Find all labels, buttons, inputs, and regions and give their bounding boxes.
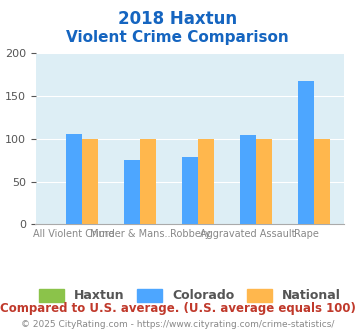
Bar (124, 160, 140, 224)
Text: 2018 Haxtun: 2018 Haxtun (118, 10, 237, 28)
Bar (198, 139, 214, 224)
Bar (82, 139, 98, 224)
Bar (314, 139, 330, 224)
Text: Violent Crime Comparison: Violent Crime Comparison (66, 30, 289, 45)
Bar (66, 134, 82, 224)
Text: © 2025 CityRating.com - https://www.cityrating.com/crime-statistics/: © 2025 CityRating.com - https://www.city… (21, 320, 334, 329)
Bar (256, 139, 272, 224)
Bar (240, 135, 256, 224)
Bar (298, 81, 314, 224)
Bar (140, 139, 156, 224)
Legend: Haxtun, Colorado, National: Haxtun, Colorado, National (34, 284, 346, 307)
Text: Compared to U.S. average. (U.S. average equals 100): Compared to U.S. average. (U.S. average … (0, 302, 355, 315)
Bar (182, 157, 198, 224)
